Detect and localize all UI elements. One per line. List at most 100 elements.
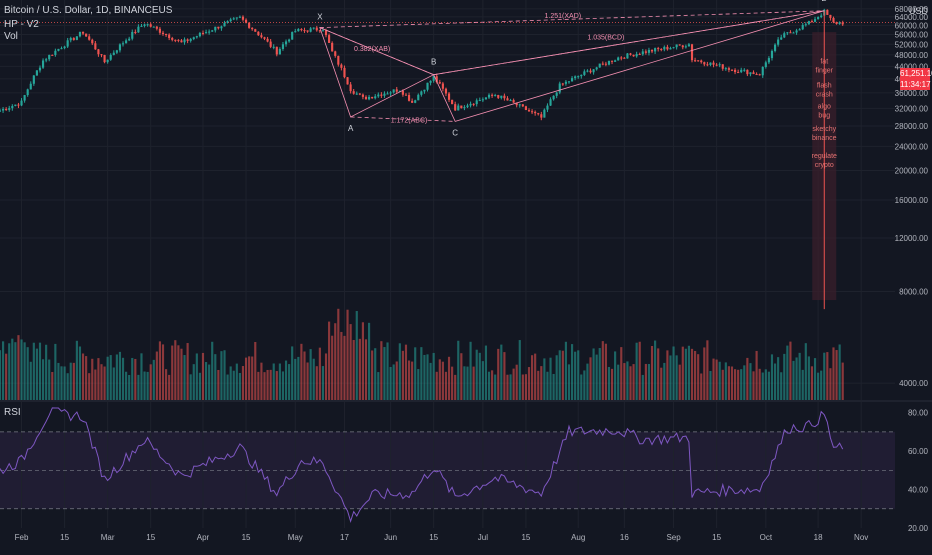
pattern-xab	[319, 26, 435, 118]
x-tick-label: 15	[521, 533, 530, 542]
candle-body	[463, 107, 466, 109]
candle-body	[297, 29, 300, 32]
candle-body	[69, 38, 72, 41]
candle-body	[94, 43, 97, 50]
candle-body	[155, 26, 158, 29]
x-tick-label: May	[288, 533, 303, 542]
volume-bar	[444, 371, 448, 400]
candle-body	[324, 30, 328, 36]
candle-body	[358, 93, 361, 95]
candle-body	[364, 96, 368, 100]
volume-bar	[72, 362, 75, 400]
candle-body	[78, 32, 82, 37]
candle-body	[389, 92, 392, 94]
last-price-tag: 61,251.10	[900, 68, 932, 79]
candle-body	[85, 33, 88, 37]
candle-body	[72, 38, 75, 40]
volume-bar	[278, 363, 281, 400]
candle-body	[669, 48, 672, 50]
candle-body	[35, 70, 38, 76]
candle-body	[278, 48, 281, 55]
candle-body	[380, 94, 383, 96]
candle-body	[721, 64, 724, 69]
candle-body	[737, 72, 740, 74]
candle-body	[349, 84, 352, 92]
volume-bar	[266, 369, 269, 400]
candle-body	[709, 62, 712, 65]
candle-body	[494, 95, 497, 97]
candle-body	[712, 62, 715, 65]
volume-bar	[226, 374, 229, 400]
x-tick-label: 17	[340, 533, 349, 542]
indicator-label-vol: Vol	[4, 31, 18, 42]
y-tick-label: 48000.00	[895, 51, 929, 60]
volume-bar	[601, 341, 604, 400]
volume-bar	[813, 358, 817, 400]
y-tick-label: 36000.00	[895, 89, 929, 98]
candle-body	[407, 95, 411, 101]
candle-body	[567, 81, 571, 83]
candle-body	[91, 39, 94, 44]
annotation-note: crypto	[815, 162, 834, 169]
volume-bar	[500, 344, 503, 400]
volume-bar	[752, 371, 755, 400]
volume-bar	[275, 371, 278, 400]
volume-bar	[152, 359, 155, 400]
volume-bar	[512, 368, 515, 400]
volume-bar	[146, 371, 149, 400]
volume-bar	[85, 356, 88, 400]
candle-body	[275, 46, 278, 55]
volume-bar	[343, 335, 346, 400]
volume-bar	[128, 374, 131, 400]
volume-bar	[570, 344, 574, 400]
candle-body	[690, 44, 694, 61]
volume-bar	[272, 363, 275, 400]
candle-body	[654, 48, 657, 52]
candle-body	[23, 95, 26, 101]
candle-body	[543, 109, 546, 118]
candle-body	[589, 70, 592, 73]
volume-bar	[524, 374, 528, 400]
annotation-note: crash	[816, 91, 833, 98]
volume-bar	[663, 362, 666, 400]
candle-body	[817, 17, 820, 20]
candle-body	[706, 64, 709, 66]
candle-body	[284, 41, 288, 45]
candle-body	[303, 30, 306, 32]
volume-bar	[358, 338, 361, 400]
candle-body	[371, 96, 374, 99]
volume-bar	[423, 354, 426, 400]
rsi-tick-label: 20.00	[908, 524, 929, 533]
y-tick-label: 20000.00	[895, 166, 929, 175]
volume-bar	[60, 366, 63, 400]
x-tick-label: Nov	[854, 533, 868, 542]
candle-body	[241, 16, 245, 20]
candle-body	[217, 26, 220, 29]
volume-bar	[503, 352, 506, 400]
x-tick-label: Mar	[101, 533, 115, 542]
volume-bar	[647, 363, 651, 400]
volume-bar	[398, 343, 401, 400]
volume-bar	[478, 352, 481, 400]
volume-bar	[355, 311, 358, 400]
candle-body	[518, 104, 521, 106]
candle-body	[795, 30, 798, 33]
candle-body	[263, 37, 266, 39]
volume-bar	[690, 348, 694, 400]
annotation-note: bug	[818, 112, 830, 119]
currency-label[interactable]: USD	[908, 6, 928, 16]
volume-bar	[481, 361, 484, 400]
volume-bar	[260, 362, 263, 400]
candle-body	[288, 39, 291, 42]
candle-body	[601, 63, 604, 65]
candle-body	[404, 94, 408, 96]
candle-body	[506, 98, 509, 101]
volume-bar	[51, 371, 54, 400]
volume-bar	[795, 357, 798, 400]
volume-bar	[684, 348, 687, 400]
volume-bar	[377, 372, 380, 400]
volume-bar	[371, 350, 374, 400]
volume-bar	[81, 353, 85, 400]
